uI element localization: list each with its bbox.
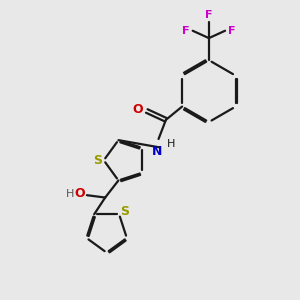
Text: O: O: [74, 187, 85, 200]
Text: H: H: [66, 189, 74, 199]
Text: S: S: [120, 206, 129, 218]
Text: N: N: [152, 146, 162, 158]
Text: F: F: [182, 26, 190, 36]
Text: S: S: [93, 154, 102, 167]
Text: F: F: [205, 11, 213, 20]
Text: F: F: [228, 26, 236, 36]
Text: O: O: [133, 103, 143, 116]
Text: H: H: [167, 139, 175, 149]
